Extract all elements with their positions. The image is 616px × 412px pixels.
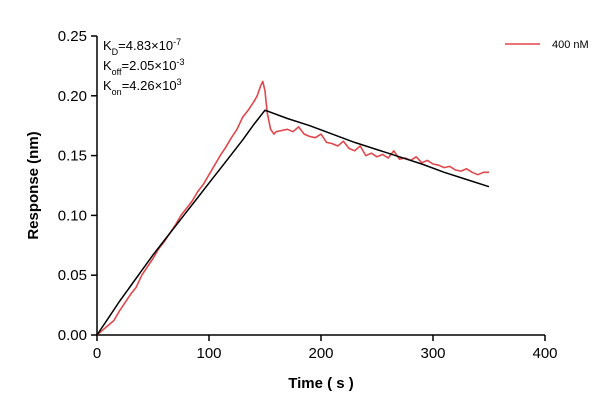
x-tick-label: 100: [196, 345, 221, 362]
x-tick-label: 200: [308, 345, 333, 362]
x-tick-label: 300: [420, 345, 445, 362]
x-tick-label: 400: [532, 345, 557, 362]
series-line-400nm: [96, 80, 489, 336]
series-layer: [96, 80, 490, 336]
x-tick-label: 0: [93, 345, 101, 362]
y-tick-label: 0.25: [58, 28, 87, 45]
y-tick-label: 0.15: [58, 148, 87, 165]
y-tick-label: 0.20: [58, 88, 87, 105]
legend-label: 400 nM: [552, 39, 589, 51]
fit-line: [96, 109, 490, 336]
kinetic-annotation: Koff=2.05×10-3: [103, 57, 184, 77]
y-axis-title: Response (nm): [25, 131, 42, 239]
y-tick-label: 0.05: [58, 267, 87, 284]
kinetic-annotation: KD=4.83×10-7: [103, 37, 181, 57]
axes: 0.00 0.05 0.10 0.15 0.20 0.25 0 100 200 300 400 Tim…: [25, 28, 558, 392]
y-tick-label: 0.10: [58, 207, 87, 224]
x-axis-title: Time ( s ): [288, 375, 354, 392]
y-tick-label: 0.00: [58, 327, 87, 344]
legend: 400 nM: [505, 39, 589, 51]
kinetic-annotation: Kon=4.26×103: [103, 77, 182, 97]
